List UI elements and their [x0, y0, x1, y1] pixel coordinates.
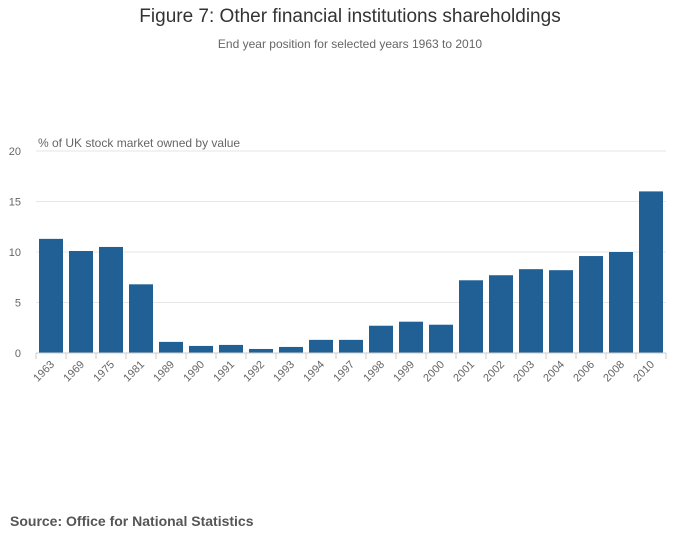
x-tick-label: 2002	[481, 359, 507, 385]
bar-1981[interactable]	[129, 284, 153, 353]
bar-1969[interactable]	[69, 250, 93, 353]
bar-1991[interactable]	[219, 344, 243, 353]
x-tick-label: 1981	[121, 359, 147, 385]
x-tick-label: 1969	[61, 359, 87, 385]
x-tick-label: 2008	[601, 359, 627, 385]
x-tick-label: 1997	[331, 359, 357, 385]
bar-1990[interactable]	[189, 345, 213, 353]
bars	[39, 191, 663, 353]
y-tick-label: 5	[15, 298, 21, 310]
x-tick-label: 1994	[301, 359, 327, 385]
y-tick-label: 15	[9, 197, 21, 209]
x-tick-label: 2010	[631, 359, 657, 385]
chart-subtitle: End year position for selected years 196…	[217, 37, 483, 51]
bar-1998[interactable]	[369, 325, 393, 353]
y-tick-label: 0	[15, 348, 21, 360]
bar-2000[interactable]	[429, 324, 453, 353]
bar-1989[interactable]	[159, 341, 183, 353]
bar-2003[interactable]	[519, 269, 543, 353]
y-axis-label: % of UK stock market owned by value	[38, 136, 240, 150]
x-tick-label: 1993	[271, 359, 297, 385]
bar-1999[interactable]	[399, 321, 423, 353]
bar-1993[interactable]	[279, 346, 303, 353]
bar-2002[interactable]	[489, 275, 513, 353]
source-note: Source: Office for National Statistics	[10, 513, 254, 529]
y-tick-label: 20	[9, 146, 21, 158]
bar-2001[interactable]	[459, 280, 483, 353]
x-tick-label: 2004	[541, 359, 567, 385]
x-tick-label: 2006	[571, 359, 597, 385]
x-tick-label: 1989	[151, 359, 177, 385]
bar-1992[interactable]	[249, 348, 273, 353]
x-tick-label: 1991	[211, 359, 237, 385]
bar-2008[interactable]	[609, 252, 633, 353]
bar-1963[interactable]	[39, 238, 63, 353]
y-axis-ticks: 0 5 10 15 20	[9, 146, 21, 360]
x-tick-label: 2001	[451, 359, 477, 385]
bar-1975[interactable]	[99, 246, 123, 353]
chart-title: Figure 7: Other financial institutions s…	[139, 6, 561, 27]
x-tick-label: 1963	[31, 359, 57, 385]
x-tick-label: 1999	[391, 359, 417, 385]
x-tick-label: 2000	[421, 359, 447, 385]
bar-1997[interactable]	[339, 339, 363, 353]
bar-1994[interactable]	[309, 339, 333, 353]
x-tick-label: 2003	[511, 359, 537, 385]
x-tick-label: 1992	[241, 359, 267, 385]
y-tick-label: 10	[9, 247, 21, 259]
x-tick-label: 1990	[181, 359, 207, 385]
bar-2006[interactable]	[579, 256, 603, 353]
x-axis-ticks: 1963 1969 1975 1981 1989 1990 1991 1992 1993 1994…	[31, 353, 667, 385]
bar-2010[interactable]	[639, 191, 663, 353]
x-tick-label: 1998	[361, 359, 387, 385]
x-tick-label: 1975	[91, 359, 117, 385]
bar-2004[interactable]	[549, 270, 573, 353]
